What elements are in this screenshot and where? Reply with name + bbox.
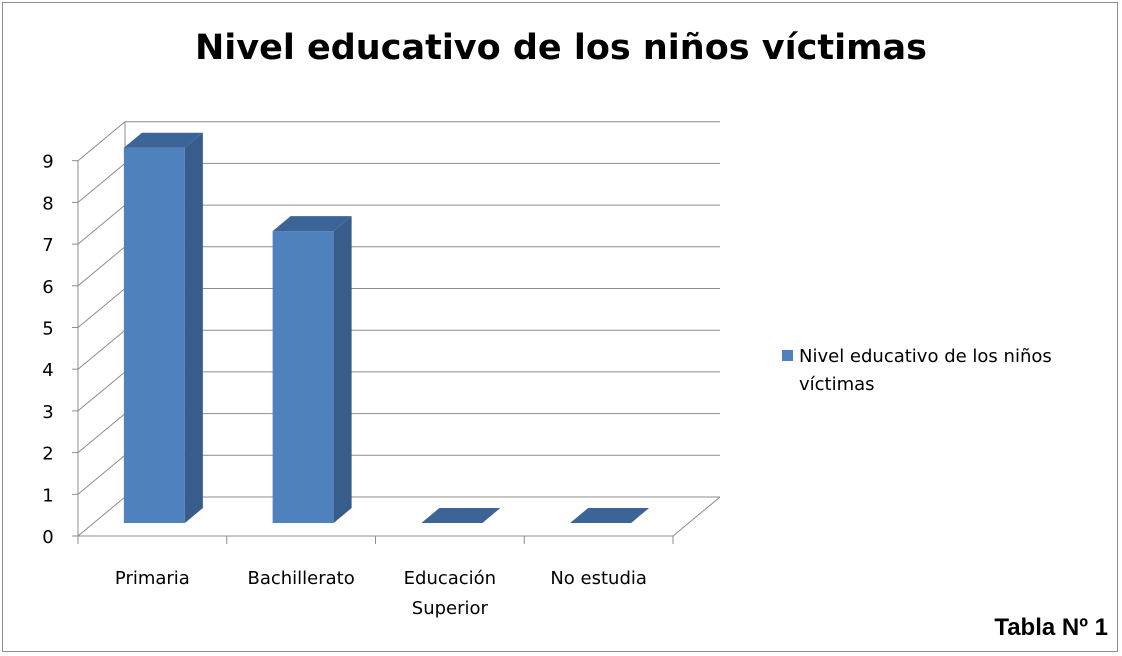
gridline-diagonal — [77, 496, 126, 537]
gridline-diagonal — [77, 371, 126, 412]
bar-side — [184, 132, 203, 523]
y-tick-label: 4 — [42, 360, 53, 381]
bar-front — [272, 231, 334, 523]
bar — [421, 508, 501, 523]
chart-title: Nivel educativo de los niños víctimas — [194, 28, 927, 68]
y-tick-label: 5 — [42, 319, 53, 340]
y-tick-label: 9 — [42, 152, 53, 173]
y-tick-label: 0 — [42, 527, 53, 548]
axis-layer — [72, 160, 674, 544]
y-tick-label: 2 — [42, 444, 53, 465]
legend-swatch — [782, 350, 793, 361]
bar — [272, 216, 352, 523]
bar-front — [123, 147, 185, 523]
gridline-diagonal — [77, 246, 126, 287]
table-caption: Tabla Nº 1 — [994, 614, 1108, 641]
gridline-diagonal — [77, 288, 126, 328]
y-tick-label: 3 — [42, 402, 53, 423]
y-tick-label: 7 — [42, 235, 53, 256]
gridline-diagonal — [77, 413, 126, 453]
bar-layer — [123, 132, 650, 523]
x-tick-label: Primaria — [115, 568, 190, 589]
label-layer: 0 1 2 3 4 5 6 7 8 9 Primaria Bachillerato Educación S… — [42, 152, 647, 619]
bar-top — [123, 132, 203, 148]
x-tick-label: No estudia — [550, 568, 647, 589]
x-tick-label: Bachillerato — [247, 568, 354, 589]
legend-label: Nivel educativo de los niños víctimas — [799, 346, 1052, 395]
gridline-diagonal — [77, 204, 126, 245]
x-tick-label: Superior — [412, 598, 489, 619]
floor-right-edge — [672, 496, 721, 537]
y-tick-label: 8 — [42, 193, 53, 214]
legend: Nivel educativo de los niños víctimas — [782, 343, 1112, 399]
gridline-diagonal — [77, 121, 126, 162]
bar-top — [570, 508, 650, 523]
y-tick-label: 1 — [42, 485, 53, 506]
y-tick-label: 6 — [42, 277, 53, 298]
bar — [570, 508, 650, 523]
x-tick-label: Educación — [404, 568, 496, 589]
bar-top — [272, 216, 352, 232]
gridline-diagonal — [77, 329, 126, 370]
gridline-diagonal — [77, 454, 126, 495]
bar-top — [421, 508, 501, 523]
bar — [123, 132, 203, 523]
bar-side — [333, 216, 352, 523]
gridline-diagonal — [77, 163, 126, 203]
